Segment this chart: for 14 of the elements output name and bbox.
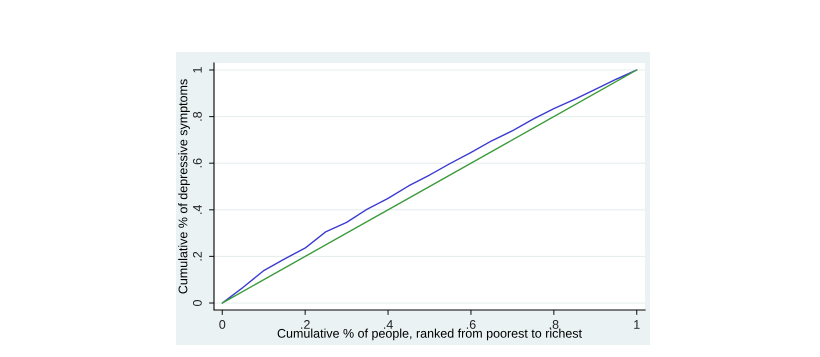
y-tick-label: 0	[192, 300, 202, 306]
x-tick-label: .6	[466, 320, 476, 329]
y-tick-label: .6	[192, 158, 202, 168]
y-tick-label: .2	[192, 252, 202, 260]
y-axis-title: Cumulative % of depressive symptoms	[178, 79, 190, 294]
y-tick-label: .4	[193, 204, 202, 214]
x-tick-label: .2	[301, 320, 310, 329]
x-tick-label: 0	[219, 320, 226, 329]
y-tick-label: .8	[192, 112, 202, 121]
x-axis-title: Cumulative % of people, ranked from poorest to richest	[278, 328, 582, 340]
x-tick-label: .8	[550, 320, 558, 329]
x-tick-label: .4	[384, 320, 393, 329]
y-tick-label: 1	[193, 67, 202, 73]
x-tick-label: 1	[634, 320, 640, 329]
